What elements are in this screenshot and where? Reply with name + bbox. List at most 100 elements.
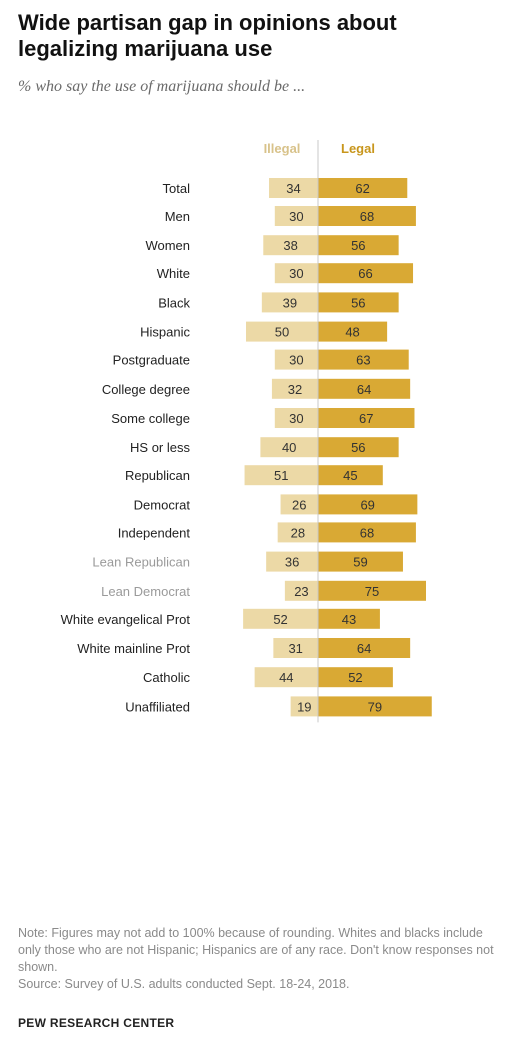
bar-legal-unaffiliated bbox=[318, 696, 432, 717]
category-label-white: White bbox=[157, 266, 190, 281]
category-label-black: Black bbox=[158, 295, 190, 310]
bar-legal-democrat bbox=[318, 494, 418, 515]
diverging-bar-chart: Illegal Legal Total 34 62 Men 30 68 Women 38 56 Whi… bbox=[61, 140, 432, 723]
value-illegal-independent: 28 bbox=[291, 525, 305, 540]
value-illegal-unaffiliated: 19 bbox=[297, 699, 311, 714]
bar-illegal-some-college bbox=[274, 408, 318, 428]
value-legal-republican: 45 bbox=[343, 468, 357, 483]
bar-legal-independent bbox=[318, 522, 416, 543]
value-illegal-white: 30 bbox=[289, 266, 303, 281]
bar-legal-catholic bbox=[318, 667, 393, 688]
value-legal-some-college: 67 bbox=[359, 411, 373, 426]
category-label-total: Total bbox=[163, 181, 191, 196]
bar-illegal-men bbox=[274, 206, 318, 226]
bar-legal-hs-or-less bbox=[318, 437, 399, 458]
bar-illegal-catholic bbox=[254, 667, 318, 688]
legend-legal: Legal bbox=[341, 141, 375, 156]
category-label-lean-republican: Lean Republican bbox=[92, 555, 190, 570]
category-label-white-evangelical-prot: White evangelical Prot bbox=[61, 612, 191, 627]
value-legal-postgraduate: 63 bbox=[356, 353, 370, 368]
bar-legal-lean-democrat bbox=[318, 580, 426, 601]
bar-illegal-republican bbox=[244, 465, 318, 486]
bar-illegal-college-degree bbox=[271, 378, 318, 399]
value-illegal-republican: 51 bbox=[274, 468, 288, 483]
value-legal-hispanic: 48 bbox=[345, 325, 359, 340]
source-text: Source: Survey of U.S. adults conducted … bbox=[18, 977, 350, 991]
brand-logo-text: PEW RESEARCH CENTER bbox=[18, 1016, 175, 1030]
category-label-some-college: Some college bbox=[111, 411, 190, 426]
value-illegal-men: 30 bbox=[289, 209, 303, 224]
value-illegal-college-degree: 32 bbox=[288, 382, 302, 397]
value-illegal-black: 39 bbox=[283, 295, 297, 310]
value-legal-unaffiliated: 79 bbox=[368, 699, 382, 714]
category-label-independent: Independent bbox=[118, 525, 191, 540]
bar-legal-some-college bbox=[318, 408, 415, 428]
value-illegal-some-college: 30 bbox=[289, 411, 303, 426]
legend-illegal: Illegal bbox=[264, 141, 301, 156]
bar-illegal-hispanic bbox=[246, 321, 318, 342]
value-legal-hs-or-less: 56 bbox=[351, 440, 365, 455]
value-legal-women: 56 bbox=[351, 238, 365, 253]
bar-illegal-postgraduate bbox=[274, 349, 318, 370]
category-label-postgraduate: Postgraduate bbox=[113, 353, 190, 368]
bar-legal-total bbox=[318, 178, 408, 198]
bar-legal-postgraduate bbox=[318, 349, 409, 370]
value-legal-college-degree: 64 bbox=[357, 382, 371, 397]
bar-legal-lean-republican bbox=[318, 551, 403, 572]
bar-legal-republican bbox=[318, 465, 383, 486]
bar-illegal-hs-or-less bbox=[260, 437, 318, 458]
bar-illegal-women bbox=[263, 235, 318, 256]
value-illegal-white-evangelical-prot: 52 bbox=[273, 612, 287, 627]
value-legal-lean-republican: 59 bbox=[353, 555, 367, 570]
value-illegal-lean-republican: 36 bbox=[285, 555, 299, 570]
category-label-college-degree: College degree bbox=[102, 382, 190, 397]
value-legal-white-evangelical-prot: 43 bbox=[342, 612, 356, 627]
value-illegal-hispanic: 50 bbox=[275, 325, 289, 340]
category-label-women: Women bbox=[145, 238, 190, 253]
bar-illegal-white bbox=[274, 263, 318, 284]
value-legal-white: 66 bbox=[358, 266, 372, 281]
chart-note: Note: Figures may not add to 100% becaus… bbox=[18, 925, 494, 993]
bar-illegal-lean-democrat bbox=[284, 580, 318, 601]
value-legal-men: 68 bbox=[360, 209, 374, 224]
category-label-lean-democrat: Lean Democrat bbox=[101, 584, 190, 599]
value-legal-democrat: 69 bbox=[360, 497, 374, 512]
chart-title: Wide partisan gap in opinions about lega… bbox=[18, 10, 397, 61]
bar-illegal-independent bbox=[277, 522, 318, 543]
value-illegal-catholic: 44 bbox=[279, 670, 293, 685]
bar-legal-white bbox=[318, 263, 414, 284]
value-legal-black: 56 bbox=[351, 295, 365, 310]
value-illegal-white-mainline-prot: 31 bbox=[288, 641, 302, 656]
value-illegal-total: 34 bbox=[286, 181, 300, 196]
bar-legal-college-degree bbox=[318, 378, 411, 399]
bar-legal-hispanic bbox=[318, 321, 388, 342]
category-label-republican: Republican bbox=[125, 468, 190, 483]
value-illegal-democrat: 26 bbox=[292, 497, 306, 512]
bar-legal-white-mainline-prot bbox=[318, 638, 411, 658]
bar-legal-white-evangelical-prot bbox=[318, 608, 380, 629]
category-label-men: Men bbox=[165, 209, 190, 224]
category-label-unaffiliated: Unaffiliated bbox=[125, 699, 190, 714]
bar-legal-men bbox=[318, 206, 416, 226]
value-legal-independent: 68 bbox=[360, 525, 374, 540]
bar-illegal-lean-republican bbox=[266, 551, 318, 572]
value-illegal-hs-or-less: 40 bbox=[282, 440, 296, 455]
category-label-white-mainline-prot: White mainline Prot bbox=[77, 641, 190, 656]
category-label-hs-or-less: HS or less bbox=[130, 440, 190, 455]
bar-illegal-white-mainline-prot bbox=[273, 638, 318, 658]
category-label-hispanic: Hispanic bbox=[140, 325, 190, 340]
bar-illegal-unaffiliated bbox=[290, 696, 318, 717]
value-legal-lean-democrat: 75 bbox=[365, 584, 379, 599]
value-illegal-women: 38 bbox=[283, 238, 297, 253]
value-legal-catholic: 52 bbox=[348, 670, 362, 685]
bar-illegal-democrat bbox=[280, 494, 318, 515]
bar-illegal-total bbox=[269, 178, 318, 198]
category-label-democrat: Democrat bbox=[134, 497, 191, 512]
value-illegal-lean-democrat: 23 bbox=[294, 584, 308, 599]
value-illegal-postgraduate: 30 bbox=[289, 353, 303, 368]
bar-legal-black bbox=[318, 292, 399, 313]
bar-legal-women bbox=[318, 235, 399, 256]
category-label-catholic: Catholic bbox=[143, 670, 190, 685]
bar-illegal-white-evangelical-prot bbox=[243, 608, 318, 629]
value-legal-white-mainline-prot: 64 bbox=[357, 641, 371, 656]
